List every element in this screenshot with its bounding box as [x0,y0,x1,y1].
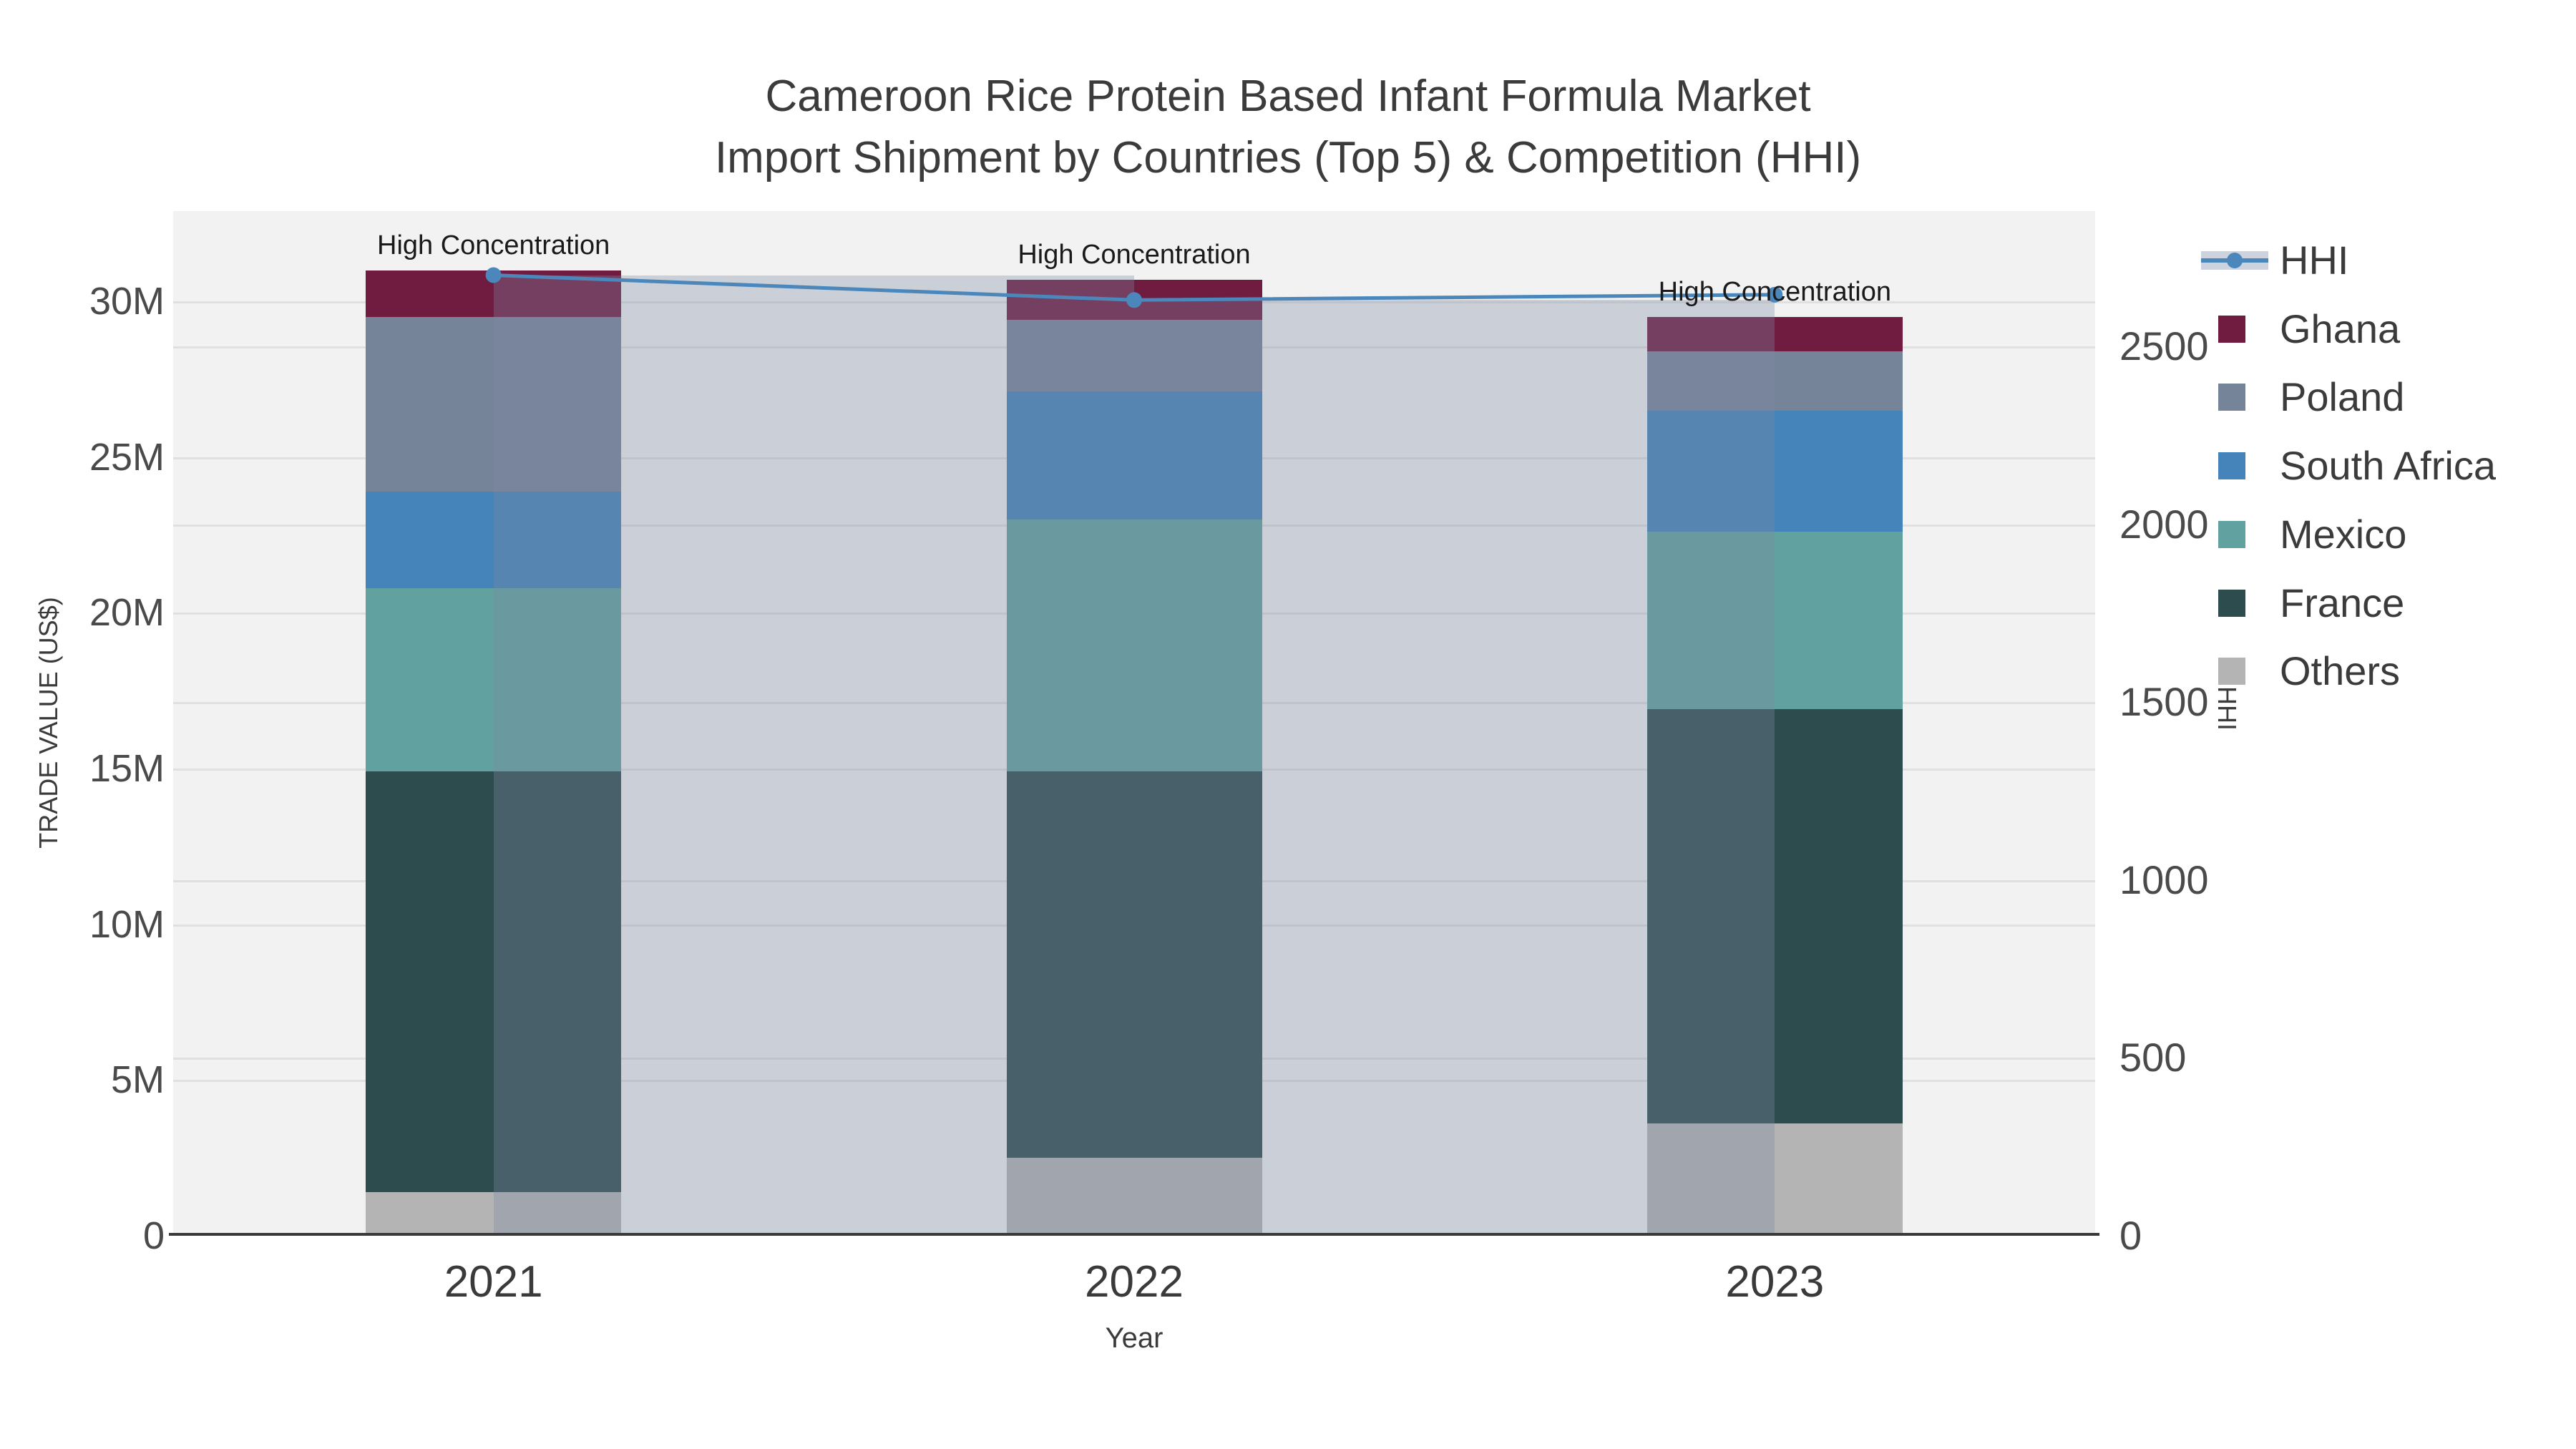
legend-item-poland[interactable]: Poland [2201,363,2502,431]
ytick-left-10M: 10M [89,902,165,946]
legend-swatch-ghana [2218,315,2245,343]
x-axis-line [169,1233,2099,1236]
hhi-band-2022 [1134,300,1775,1236]
ytick-left-25M: 25M [89,435,165,479]
bar-poland-2022 [1006,320,1262,392]
legend-item-hhi[interactable]: HHI [2201,226,2502,295]
bar-ghana-2023 [1646,316,1903,351]
bar-others-2021 [366,1192,622,1236]
bar-south-africa-2023 [1646,410,1903,532]
legend-item-france[interactable]: France [2201,569,2502,638]
legend-item-mexico[interactable]: Mexico [2201,500,2502,569]
bar-mexico-2023 [1646,532,1903,710]
legend-label-poland: Poland [2280,374,2405,420]
ytick-right-1000: 1000 [2119,857,2209,902]
ytick-left-30M: 30M [89,280,165,323]
y-axis-title-left: TRADE VALUE (US$) [34,597,63,849]
bar-france-2022 [1006,771,1262,1158]
legend-swatch-south-africa [2218,452,2245,480]
legend-label-mexico: Mexico [2280,511,2407,557]
annotation-2023: High Concentration [1658,276,1891,307]
xtick-2021: 2021 [444,1257,543,1307]
ytick-left-5M: 5M [110,1058,165,1102]
bar-france-2021 [366,771,622,1193]
bar-south-africa-2022 [1006,391,1262,519]
bar-poland-2021 [366,316,622,492]
annotation-2021: High Concentration [377,230,610,260]
ytick-left-0: 0 [142,1214,165,1257]
legend-swatch-others [2218,658,2245,686]
ytick-right-500: 500 [2119,1035,2187,1080]
bar-poland-2023 [1646,351,1903,411]
hhi-band-2021 [493,275,1134,1236]
xtick-2023: 2023 [1725,1257,1825,1307]
chart-title-line2: Import Shipment by Countries (Top 5) & C… [714,133,1862,182]
legend-swatch-poland [2218,384,2245,411]
ytick-left-15M: 15M [89,747,165,791]
xtick-2022: 2022 [1085,1257,1184,1307]
ytick-right-2000: 2000 [2119,501,2209,547]
legend-label-others: Others [2280,648,2401,694]
legend-swatch-mexico [2218,520,2245,548]
bar-south-africa-2021 [366,491,622,588]
ytick-right-1500: 1500 [2119,679,2209,725]
x-axis-title: Year [1105,1322,1163,1354]
hhi-marker-swatch [2227,253,2243,268]
legend-label-south-africa: South Africa [2280,443,2496,489]
legend-label-ghana: Ghana [2280,306,2401,351]
legend-item-others[interactable]: Others [2201,637,2502,706]
plot-area [173,211,2095,1236]
bar-others-2022 [1006,1158,1262,1236]
legend-swatch-france [2218,589,2245,617]
legend-label-hhi: HHI [2280,238,2349,283]
chart-title-line1: Cameroon Rice Protein Based Infant Formu… [765,72,1811,121]
bar-others-2023 [1646,1123,1903,1236]
legend-item-south-africa[interactable]: South Africa [2201,431,2502,500]
ytick-right-2500: 2500 [2119,323,2209,369]
ytick-left-20M: 20M [89,591,165,635]
legend-item-ghana[interactable]: Ghana [2201,295,2502,364]
ytick-right-0: 0 [2119,1213,2142,1258]
bar-mexico-2021 [366,587,622,772]
legend-label-france: France [2280,580,2405,625]
bar-france-2023 [1646,709,1903,1124]
annotation-2022: High Concentration [1018,239,1251,270]
bar-mexico-2022 [1006,519,1262,772]
